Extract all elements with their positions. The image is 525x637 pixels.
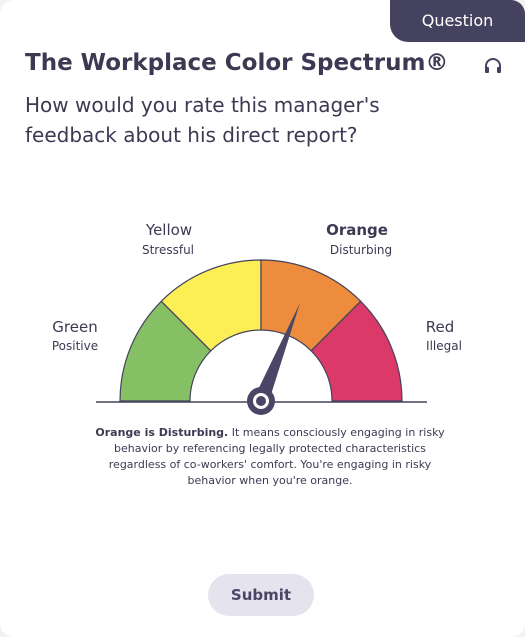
segment-label: Yellow [145, 221, 192, 239]
needle [254, 303, 300, 404]
segment-sublabel: Disturbing [330, 243, 392, 257]
segment-sublabel: Illegal [426, 339, 462, 353]
audio-button[interactable] [483, 56, 503, 76]
explanation-lead: Orange is Disturbing. [95, 426, 229, 439]
segment-sublabel: Stressful [142, 243, 194, 257]
question: How would you rate this manager's feedba… [25, 93, 380, 147]
tab: Question [390, 0, 525, 42]
segment-red[interactable] [310, 300, 403, 402]
explanation-text: It means consciously engaging in risky b… [108, 426, 445, 487]
explanation: Orange is Disturbing. It means conscious… [95, 425, 445, 489]
pivot-center [256, 396, 266, 406]
segment-label: Red [426, 318, 455, 336]
submit-button[interactable]: Submit [208, 574, 314, 616]
segment-label: Green [52, 318, 97, 336]
segment-label-selected: Orange [326, 221, 388, 239]
gauge: Green Positive Yellow Stressful Orange D… [52, 221, 462, 415]
title: The Workplace Color Spectrum® [25, 50, 449, 76]
segment-sublabel: Positive [52, 339, 98, 353]
